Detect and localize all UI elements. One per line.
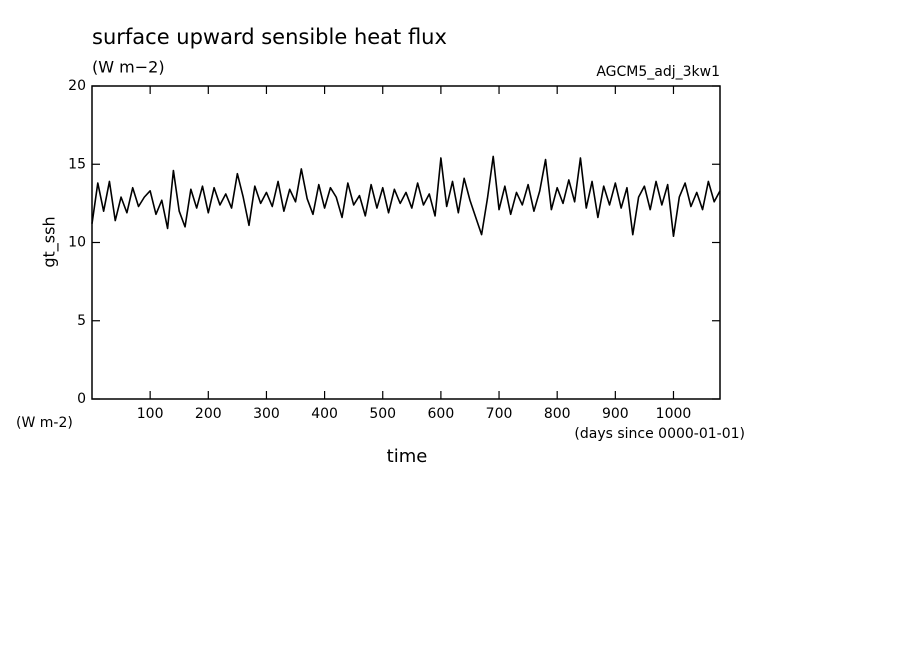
y-tick-label: 0 bbox=[77, 391, 86, 407]
y-tick-label: 20 bbox=[68, 78, 86, 94]
x-tick-label: 400 bbox=[311, 406, 338, 422]
x-tick-label: 800 bbox=[544, 406, 571, 422]
y-tick-label: 5 bbox=[77, 313, 86, 329]
x-tick-label: 300 bbox=[253, 406, 280, 422]
data-line bbox=[91, 155, 721, 238]
x-tick-label: 700 bbox=[486, 406, 513, 422]
x-tick-label: 900 bbox=[602, 406, 629, 422]
experiment-label: AGCM5_adj_3kw1 bbox=[596, 64, 720, 80]
x-tick-label: 200 bbox=[195, 406, 222, 422]
x-axis-label: time bbox=[387, 446, 428, 467]
x-tick-label: 100 bbox=[137, 406, 164, 422]
y-units: (W m-2) bbox=[16, 415, 73, 431]
chart-title: surface upward sensible heat flux bbox=[92, 25, 447, 49]
x-tick-label: 500 bbox=[369, 406, 396, 422]
x-tick-label: 600 bbox=[428, 406, 455, 422]
chart-subtitle: (W m−2) bbox=[92, 58, 165, 77]
y-tick-label: 15 bbox=[68, 156, 86, 172]
x-units: (days since 0000-01-01) bbox=[574, 426, 745, 442]
y-axis-label: gt_ssh bbox=[40, 216, 60, 267]
y-tick-label: 10 bbox=[68, 235, 86, 251]
x-tick-label: 1000 bbox=[656, 406, 692, 422]
